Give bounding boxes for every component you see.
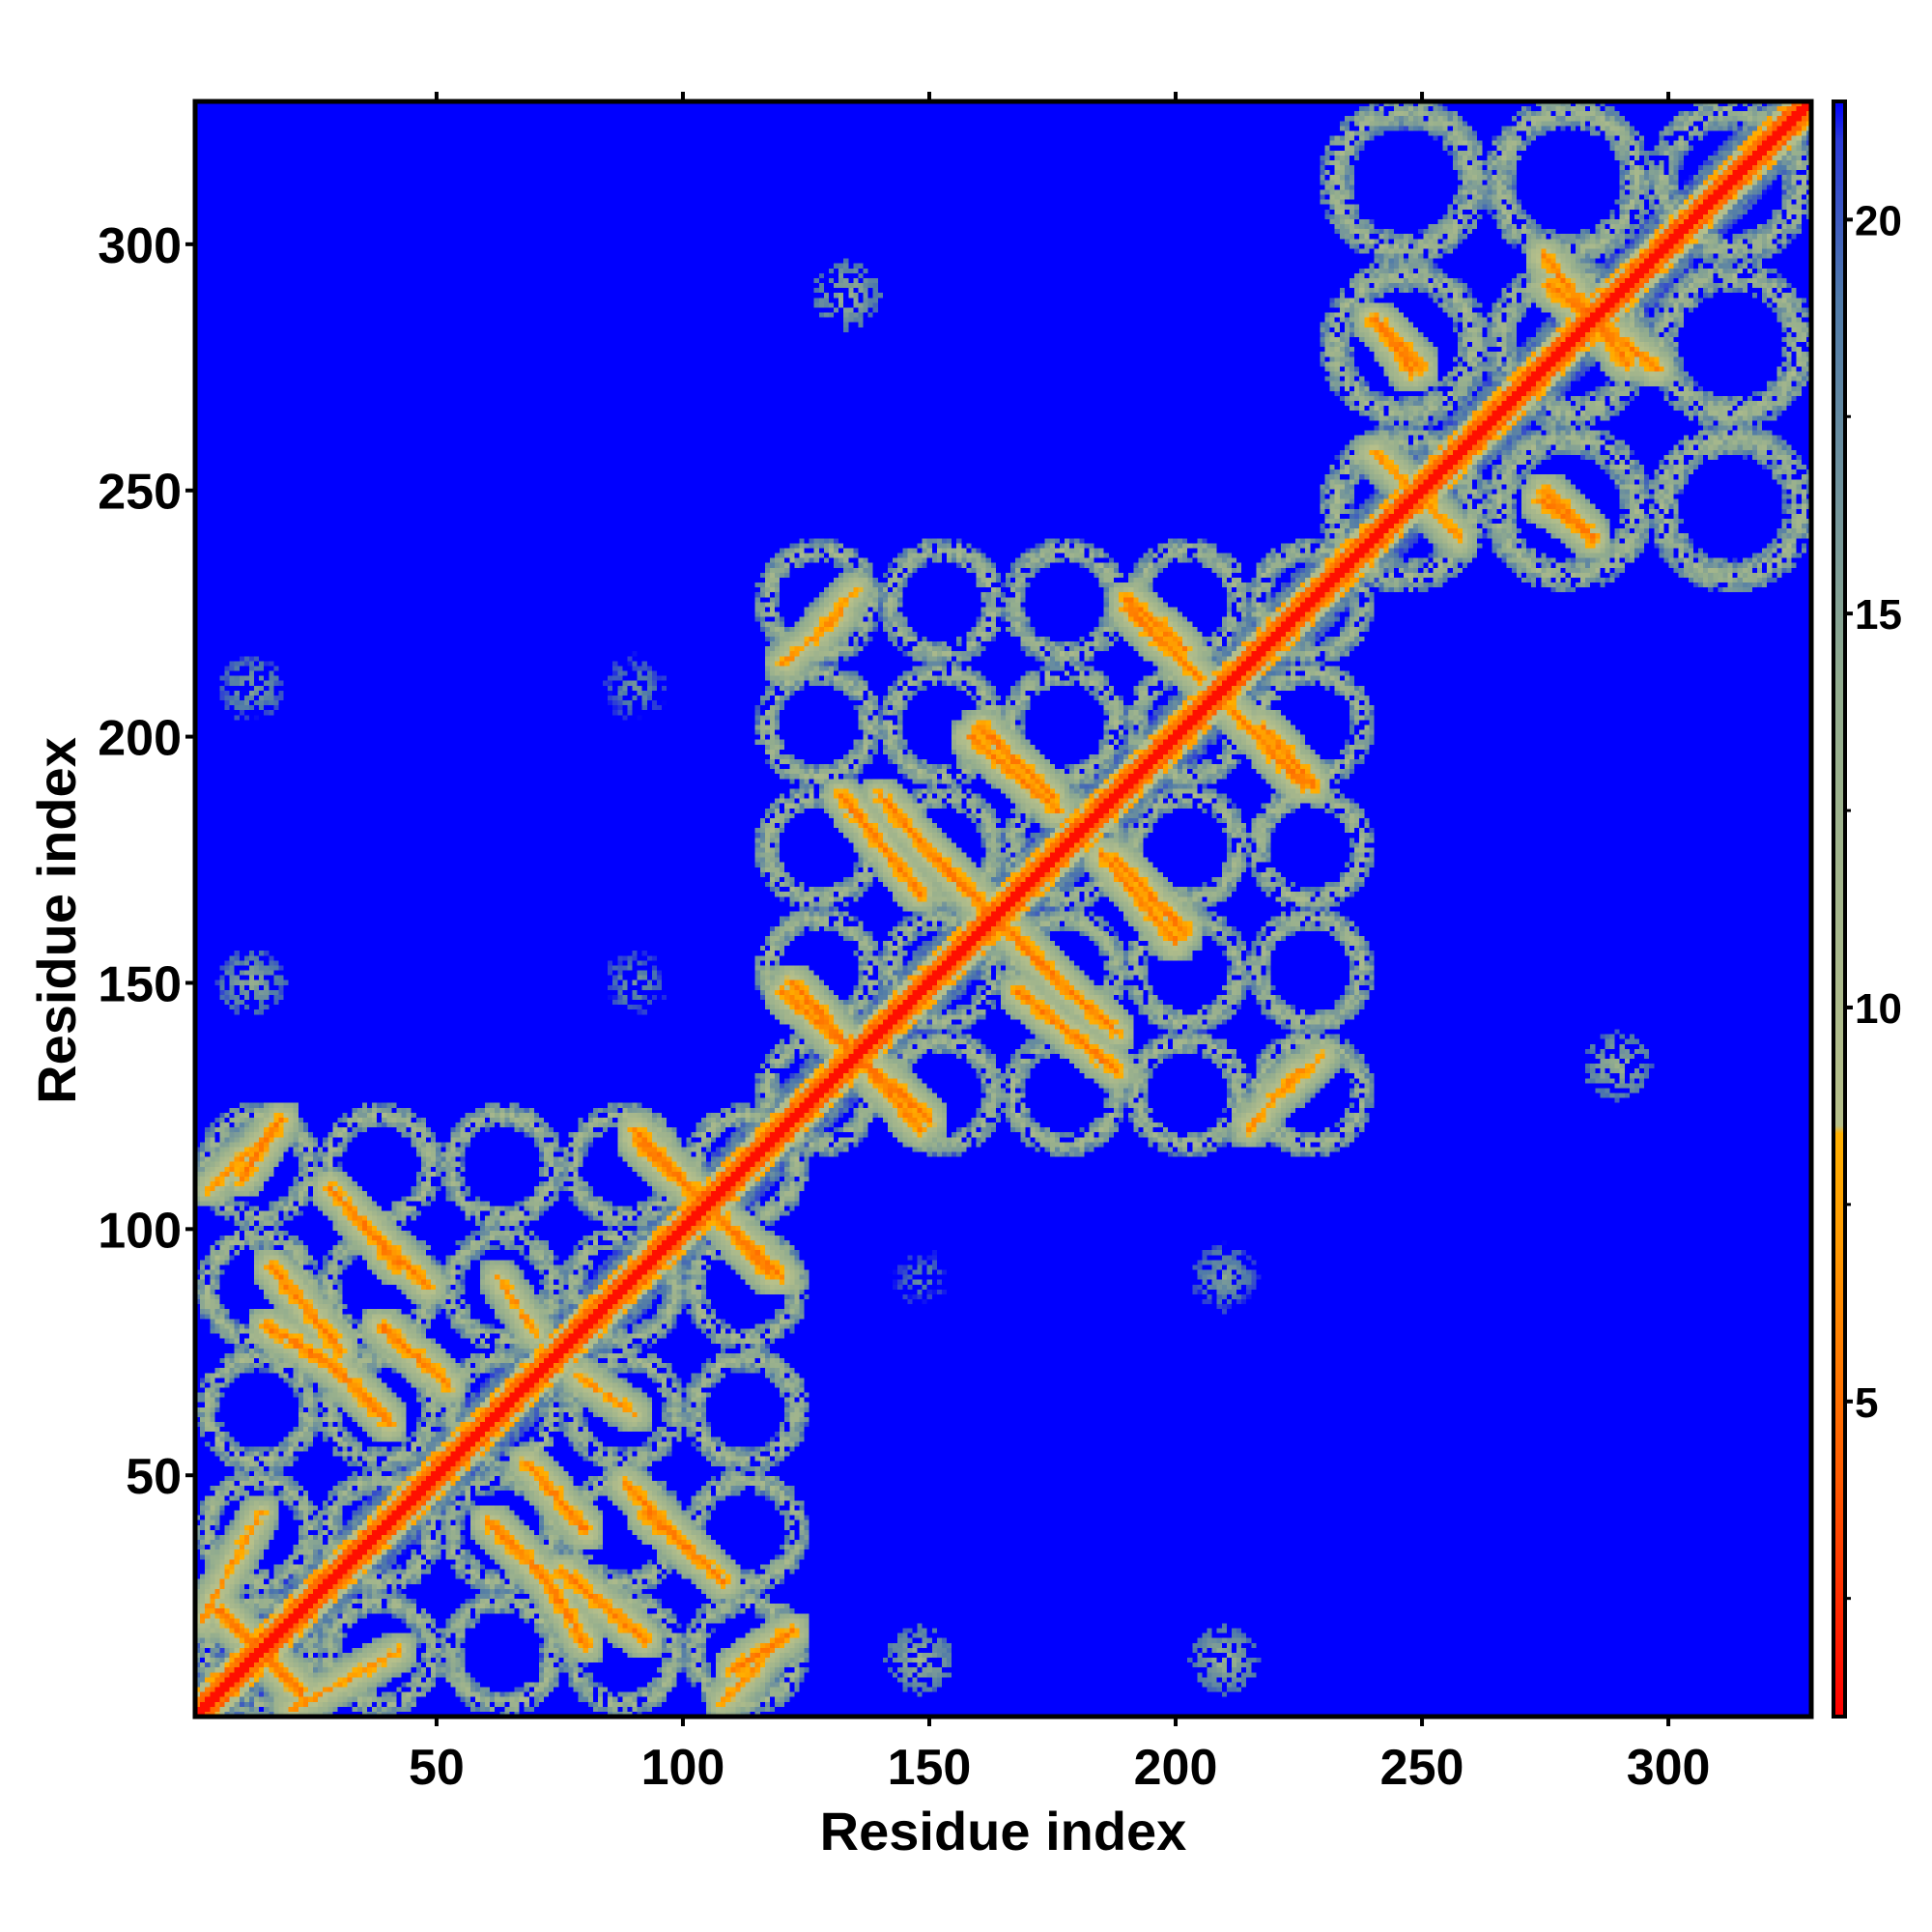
x-axis: 50 100 150 200 250 300 [409, 1717, 1710, 1796]
colorbar-tick-label: 15 [1855, 591, 1902, 639]
colorbar-tick-label: 20 [1855, 197, 1902, 244]
y-axis: 50 100 150 200 250 300 [98, 218, 195, 1505]
colorbar: 5 10 15 20 [1832, 99, 1902, 1719]
y-tick-label: 300 [98, 218, 182, 274]
colorbar-tick-label: 10 [1855, 985, 1902, 1033]
top-axis-ticks [434, 92, 1671, 101]
plot-area [192, 99, 1814, 1719]
x-axis-title: Residue index [820, 1801, 1187, 1861]
x-tick-label: 300 [1627, 1740, 1711, 1796]
y-tick-label: 200 [98, 711, 182, 767]
x-tick-label: 100 [641, 1740, 725, 1796]
y-tick-label: 100 [98, 1203, 182, 1259]
y-axis-title: Residue index [26, 737, 87, 1104]
x-tick-label: 250 [1380, 1740, 1464, 1796]
colorbar-tick-label: 5 [1855, 1379, 1878, 1427]
colorbar-gradient [1832, 99, 1847, 1719]
plot-frame [192, 99, 1814, 1719]
y-tick-label: 250 [98, 465, 182, 521]
x-tick-label: 150 [888, 1740, 972, 1796]
y-tick-label: 50 [126, 1449, 182, 1505]
x-tick-label: 50 [409, 1740, 465, 1796]
heatmap-image [195, 101, 1811, 1717]
x-tick-label: 200 [1134, 1740, 1218, 1796]
y-tick-label: 150 [98, 956, 182, 1012]
